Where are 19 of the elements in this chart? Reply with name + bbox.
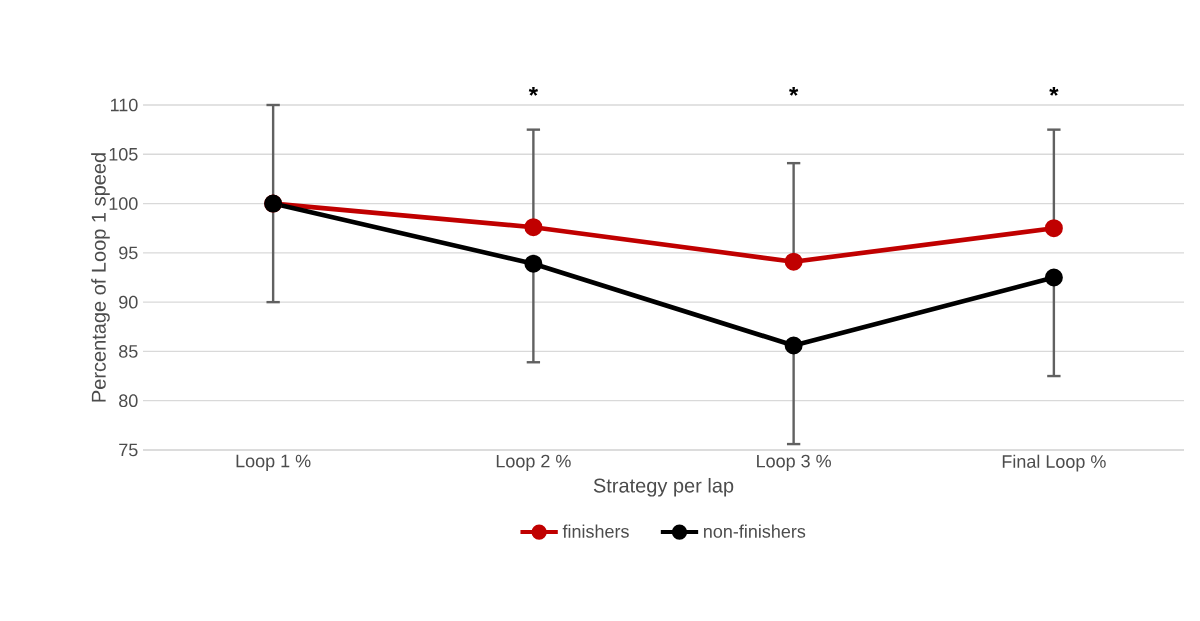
y-tick-label: 85 <box>119 345 138 358</box>
text: * <box>789 86 799 96</box>
y-tick-label: 110 <box>110 98 138 112</box>
y-axis-title: Percentage of Loop 1 speed <box>91 153 110 402</box>
x-tick-label: Loop 1 % <box>236 454 311 471</box>
y-tick-label: 80 <box>119 394 138 408</box>
text: * <box>1049 86 1059 96</box>
legend-label: non-finishers <box>704 524 806 538</box>
y-tick-label: 90 <box>119 295 138 309</box>
y-tick-label: 105 <box>109 147 138 161</box>
x-tick-label: Loop 3 % <box>757 454 831 472</box>
x-axis-title: Strategy per lap <box>593 477 734 497</box>
x-tick-label: Loop 2 % <box>496 454 571 472</box>
y-tick-label: 100 <box>109 197 138 210</box>
x-tick-label: Final Loop % <box>1002 454 1106 472</box>
text: * <box>528 86 539 96</box>
legend-label: finishers <box>562 524 629 538</box>
y-tick-label: 75 <box>119 443 138 457</box>
y-tick-label: 95 <box>119 246 138 260</box>
